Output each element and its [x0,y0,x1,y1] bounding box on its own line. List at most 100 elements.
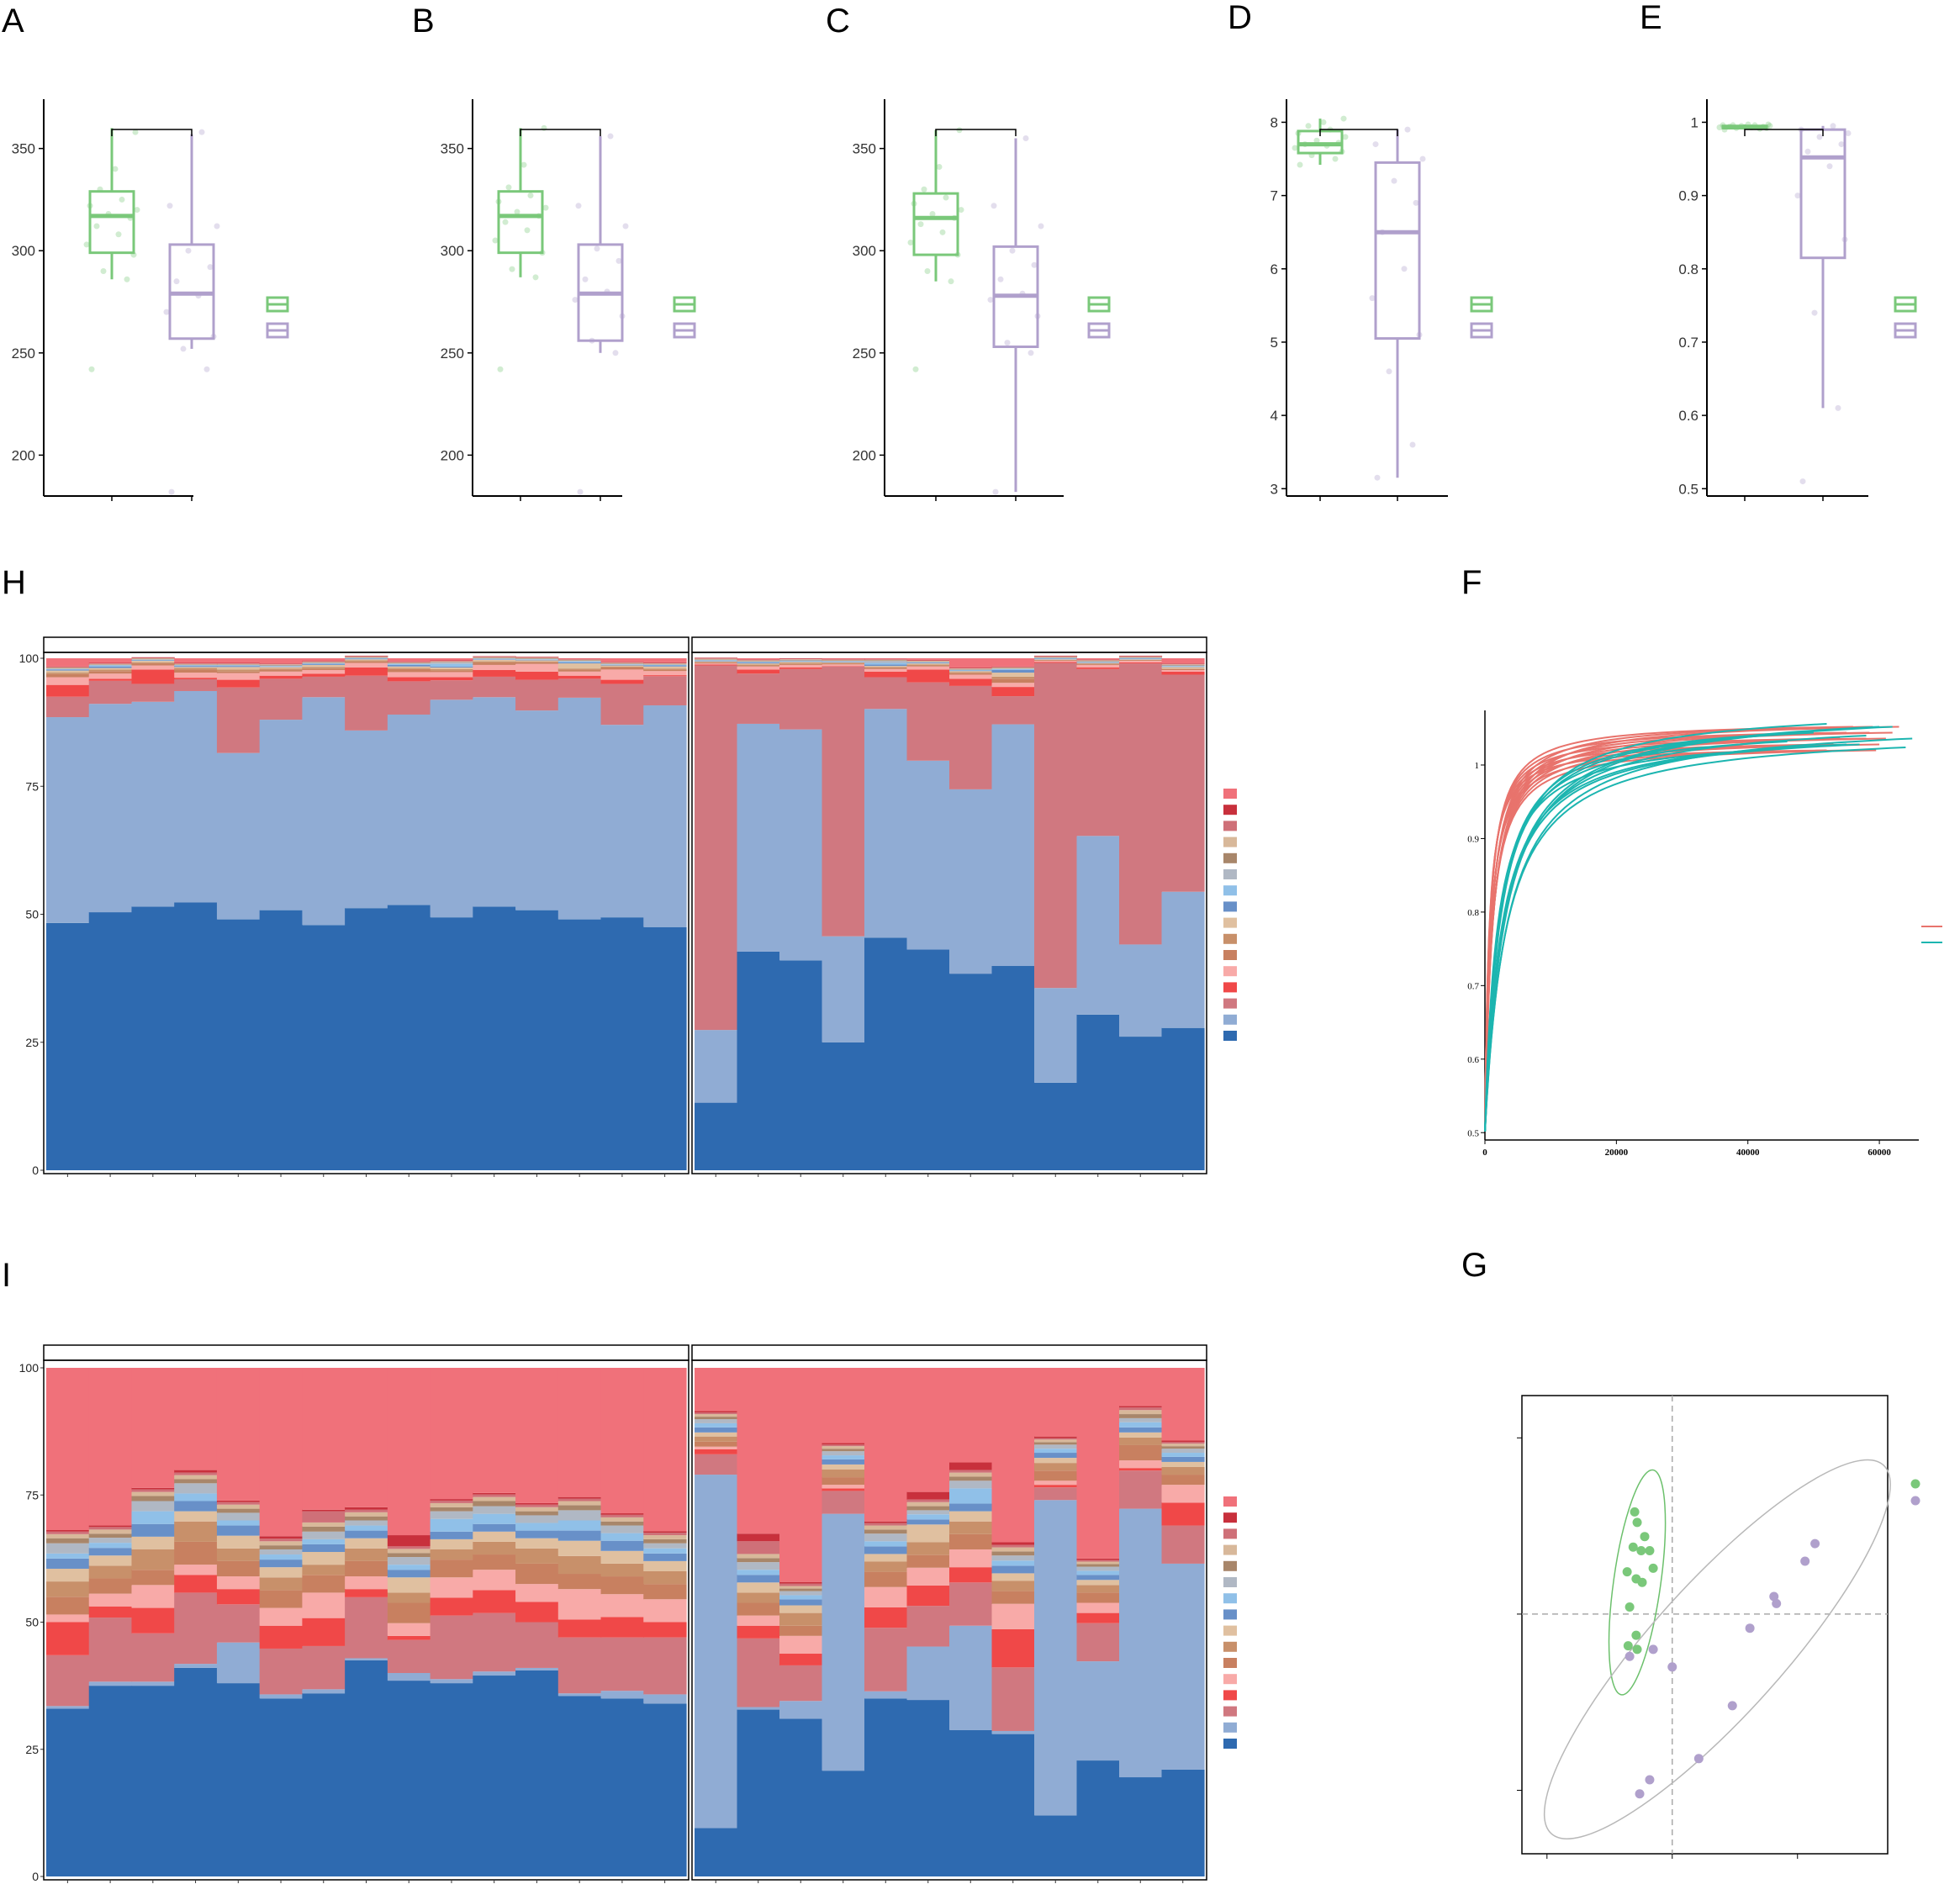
bar-segment [1034,659,1078,661]
bar-segment [302,1693,346,1876]
bar-segment [557,1510,602,1521]
bar-segment [345,655,388,657]
bar-segment [430,668,473,671]
coverage-curve-b [1484,723,1827,1132]
jitter-point [1313,137,1320,144]
bar-segment-others [302,1368,346,1510]
bar-segment [302,662,346,664]
bar-segment [259,1607,303,1626]
bar-segment-others [600,1368,644,1514]
bar-segment [430,1507,473,1512]
bar-segment [387,1553,431,1558]
bar-segment [737,1602,780,1616]
bar-segment [216,673,261,680]
bar-segment [515,657,559,658]
bar-segment [864,664,908,667]
bar-segment [1161,663,1205,665]
bar-segment [473,1492,516,1495]
bar-segment [259,665,303,667]
bar-segment [779,1588,823,1591]
bar-segment [131,660,175,662]
bar-segment [737,661,780,662]
bar-segment [216,752,261,920]
bar-segment [991,668,1035,669]
legend-key [1223,1609,1237,1620]
legend-key-b [1910,1496,1920,1506]
bar-segment [949,670,993,672]
bar-segment [600,1576,644,1595]
bar-segment [174,667,218,668]
x-tick-label: 20000 [1605,1148,1629,1158]
bar-segment [643,1584,687,1600]
jitter-point [532,274,539,281]
bar-segment [387,663,431,664]
bar-segment [174,1667,218,1876]
bar-segment-others [779,1368,823,1582]
bar-segment [302,662,346,663]
bar-segment [387,1623,431,1636]
bar-segment [906,1491,950,1500]
bar-segment [1076,661,1120,662]
bar-segment [1119,659,1163,661]
bar-segment [387,1639,431,1673]
bar-segment [216,919,261,1170]
bar-segment-others [88,1368,133,1526]
jitter-point [1009,247,1016,254]
jitter-point [1826,163,1833,170]
bar-segment [949,1521,993,1534]
bar-segment [557,1696,602,1876]
bar-segment [515,710,559,910]
bar-segment [259,1536,303,1539]
bar-segment [430,699,473,918]
bar-segment [906,661,950,662]
bar-segment [557,659,602,660]
y-tick-label: 0.5 [1678,481,1698,497]
bar-segment [779,1591,823,1596]
jitter-point [119,196,125,203]
bar-segment [1076,1575,1120,1581]
bar-segment [46,1538,90,1544]
bar-segment [643,662,687,663]
y-tick-label: 200 [12,447,35,463]
bar-segment [259,1541,303,1546]
bar-segment [430,1560,473,1578]
bar-segment [345,658,388,660]
bar-segment [430,663,473,667]
bar-segment [46,922,90,1170]
bar-segment [1076,659,1120,660]
bar-segment [473,662,516,665]
jitter-point [1028,350,1034,356]
bar-segment [302,1522,346,1527]
facet-strip-b [691,636,1207,653]
bar-segment [557,660,602,662]
nmds-point-b [1645,1775,1655,1785]
bar-segment [949,1729,993,1876]
bar-segment [515,1584,559,1602]
bar-segment [991,673,1035,677]
bar-segment [1034,660,1078,662]
coverage-curve-a [1484,726,1873,1129]
bar-segment [557,669,602,672]
jitter-point [1830,123,1836,129]
bar-segment [906,664,950,666]
bar-segment [557,1619,602,1638]
bar-segment [473,1513,516,1524]
bar-segment [991,1581,1035,1591]
bar-segment-others [387,658,431,662]
bar-segment [600,1514,644,1517]
coverage-curve-b [1484,749,1762,1131]
bar-segment [259,1590,303,1608]
bar-segment [643,664,687,666]
bar-segment [1161,664,1205,665]
y-tick-label: 200 [441,447,464,463]
bar-segment [46,1581,90,1597]
bar-segment [1034,988,1078,1083]
bar-segment [695,659,738,660]
bar-segment [345,675,388,731]
bar-segment [216,679,261,688]
bar-segment [822,666,865,667]
bar-segment [88,1618,133,1682]
bar-segment [131,659,175,660]
bar-segment-others [737,1368,780,1534]
phylum-stacked-bar-chart: 0 25 50 75 100 [19,636,1237,1177]
